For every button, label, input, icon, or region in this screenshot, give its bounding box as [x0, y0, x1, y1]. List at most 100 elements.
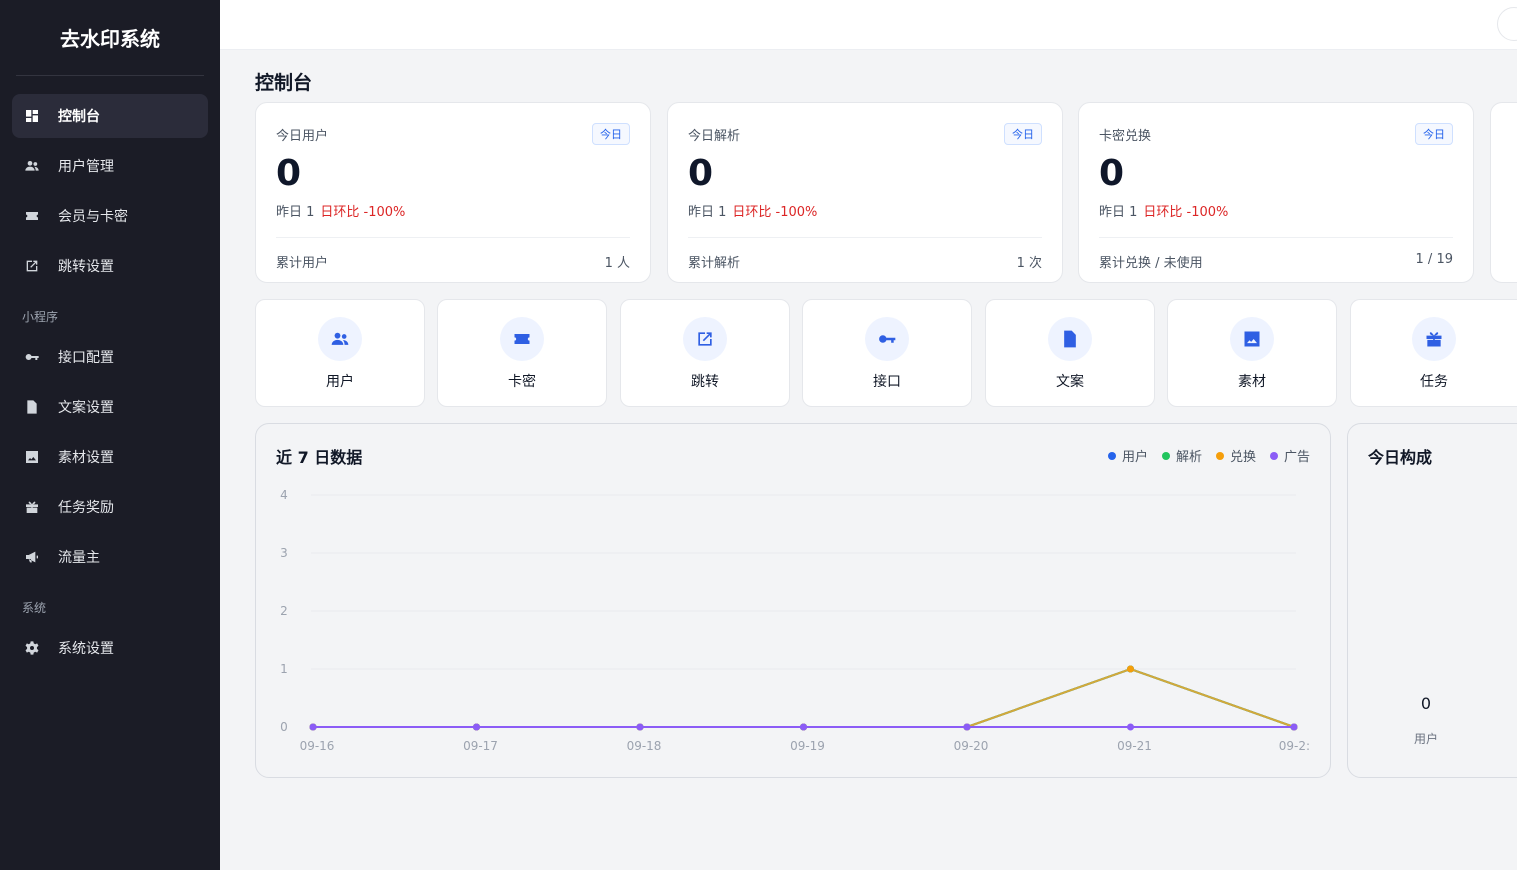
data-point-4-7 — [1290, 723, 1298, 731]
stat-card-today-parses: 今日解析 今日 0 昨日 1 日环比 -100% 累计解析 1 次 — [667, 102, 1063, 283]
stat-card-today-users: 今日用户 今日 0 昨日 1 日环比 -100% 累计用户 1 人 — [255, 102, 651, 283]
quick-action-label: 接口 — [873, 374, 901, 390]
series-line-3 — [313, 667, 1295, 728]
data-point-4-6 — [1127, 723, 1134, 731]
chart-legend: 用户 解析 兑换 广告 — [1107, 446, 1310, 465]
sidebar-nav: 控制台 用户管理 会员与卡密 跳转设置 小程序 接口配置 文案设置 素材设置 — [0, 76, 220, 670]
quick-action-label: 用户 — [326, 374, 354, 390]
stat-foot-label: 累计解析 — [688, 256, 741, 271]
image-icon — [24, 449, 40, 465]
legend-dot — [1215, 451, 1224, 460]
composition-value: 0 — [1420, 694, 1432, 713]
stat-foot-value: 1 次 — [1016, 256, 1042, 271]
gift-icon — [1412, 317, 1456, 361]
nav-group-system: 系统 — [22, 601, 47, 615]
stat-yesterday: 昨日 1 — [688, 205, 727, 220]
quick-action-redirect[interactable]: 跳转 — [620, 299, 790, 407]
stat-foot-value: 1 / 19 — [1415, 252, 1453, 267]
document-icon — [1048, 317, 1092, 361]
sidebar-item-label: 会员与卡密 — [58, 209, 128, 225]
x-tick-label: 09-19 — [790, 739, 825, 753]
sidebar-item-label: 文案设置 — [58, 400, 114, 416]
legend-dot — [1161, 451, 1170, 460]
today-tag: 今日 — [1004, 123, 1042, 145]
top-bar — [220, 0, 1517, 50]
legend-item-users[interactable]: 用户 — [1107, 446, 1148, 465]
external-link-icon — [24, 258, 40, 274]
app-title: 去水印系统 — [16, 0, 204, 76]
quick-action-label: 任务 — [1420, 374, 1448, 390]
y-tick-label: 4 — [280, 488, 288, 502]
sidebar-item-membership[interactable]: 会员与卡密 — [12, 194, 208, 238]
quick-action-copy[interactable]: 文案 — [985, 299, 1155, 407]
chart-title: 近 7 日数据 — [276, 448, 363, 467]
stat-change: 日环比 -100% — [320, 205, 406, 220]
document-icon — [24, 399, 40, 415]
legend-item-parses[interactable]: 解析 — [1161, 446, 1202, 465]
legend-item-redeems[interactable]: 兑换 — [1215, 446, 1256, 465]
legend-label: 兑换 — [1229, 450, 1256, 465]
quick-action-cards[interactable]: 卡密 — [437, 299, 607, 407]
legend-item-ads[interactable]: 广告 — [1269, 446, 1310, 465]
today-tag: 今日 — [592, 123, 630, 145]
quick-action-label: 卡密 — [508, 374, 536, 390]
stat-card-clipped — [1490, 102, 1517, 283]
sidebar-item-label: 素材设置 — [58, 450, 114, 466]
stat-foot-label: 累计用户 — [276, 256, 329, 271]
data-point-4-2 — [473, 723, 480, 731]
sidebar-item-label: 跳转设置 — [58, 259, 114, 275]
x-tick-label: 09-18 — [627, 739, 662, 753]
sidebar-item-copy-settings[interactable]: 文案设置 — [12, 385, 208, 429]
composition-label: 用户 — [1413, 732, 1438, 746]
stat-value: 0 — [688, 153, 714, 194]
stat-card-card-redeem: 卡密兑换 今日 0 昨日 1 日环比 -100% 累计兑换 / 未使用 1 / 19 — [1078, 102, 1474, 283]
nav-group-miniapp: 小程序 — [22, 310, 59, 324]
y-tick-label: 1 — [280, 662, 288, 676]
x-tick-label: 09-2: — [1279, 739, 1310, 753]
sidebar-item-label: 任务奖励 — [58, 500, 114, 516]
sidebar-item-dashboard[interactable]: 控制台 — [12, 94, 208, 138]
quick-action-label: 文案 — [1056, 374, 1084, 390]
key-icon — [865, 317, 909, 361]
stat-title: 卡密兑换 — [1099, 128, 1152, 144]
dashboard-icon — [24, 108, 40, 124]
sidebar-item-label: 系统设置 — [58, 641, 114, 657]
sidebar-item-users[interactable]: 用户管理 — [12, 144, 208, 188]
y-tick-label: 0 — [280, 720, 288, 734]
composition-title: 今日构成 — [1368, 448, 1433, 467]
sidebar-item-system-settings[interactable]: 系统设置 — [12, 626, 208, 670]
stat-title: 今日用户 — [276, 128, 329, 144]
composition-card: 今日构成 0 用户 — [1347, 423, 1517, 778]
stat-foot-value: 1 人 — [604, 256, 630, 271]
legend-label: 广告 — [1283, 450, 1310, 465]
stat-yesterday: 昨日 1 — [1099, 205, 1138, 220]
quick-action-users[interactable]: 用户 — [255, 299, 425, 407]
users-icon — [24, 158, 40, 174]
key-icon — [24, 349, 40, 365]
line-chart: 0 1 2 3 4 09-16 09-17 09-18 09-19 09-20 09-21 09-2: — [280, 488, 1310, 753]
quick-action-label: 素材 — [1238, 374, 1266, 390]
data-point-4-4 — [800, 723, 807, 731]
quick-action-api[interactable]: 接口 — [802, 299, 972, 407]
data-point-4-5 — [963, 723, 971, 731]
sidebar-item-api-config[interactable]: 接口配置 — [12, 335, 208, 379]
ticket-icon — [500, 317, 544, 361]
stat-value: 0 — [276, 153, 302, 194]
stat-yesterday: 昨日 1 — [276, 205, 315, 220]
sidebar-item-redirect[interactable]: 跳转设置 — [12, 244, 208, 288]
quick-action-material[interactable]: 素材 — [1167, 299, 1337, 407]
sidebar-item-material-settings[interactable]: 素材设置 — [12, 435, 208, 479]
gift-icon — [24, 499, 40, 515]
page-title: 控制台 — [255, 72, 313, 94]
external-link-icon — [683, 317, 727, 361]
quick-action-tasks[interactable]: 任务 — [1350, 299, 1517, 407]
stat-change: 日环比 -100% — [1143, 205, 1229, 220]
stat-foot-label: 累计兑换 / 未使用 — [1099, 256, 1203, 271]
ticket-icon — [24, 208, 40, 224]
sidebar: 去水印系统 控制台 用户管理 会员与卡密 跳转设置 小程序 接口配置 文案设置 — [0, 0, 220, 870]
sidebar-item-task-rewards[interactable]: 任务奖励 — [12, 485, 208, 529]
sidebar-item-traffic-master[interactable]: 流量主 — [12, 535, 208, 579]
avatar[interactable] — [1497, 7, 1517, 41]
data-point-4-1 — [309, 723, 317, 731]
data-point-4-3 — [636, 723, 644, 731]
